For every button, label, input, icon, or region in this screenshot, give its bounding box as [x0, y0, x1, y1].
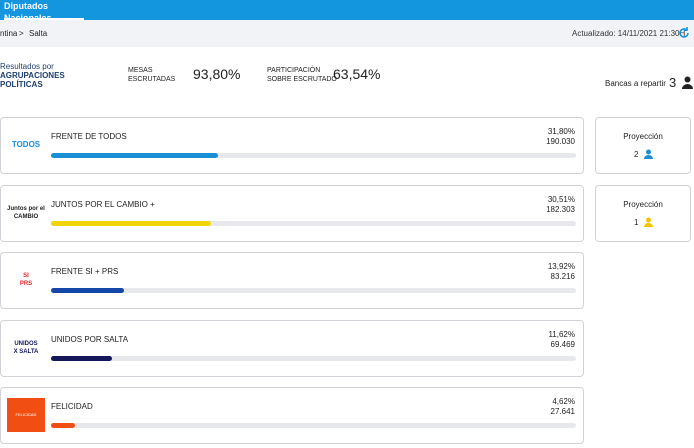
projection-seats: 2 — [634, 150, 639, 159]
breadcrumb-item[interactable]: ntina — [0, 29, 18, 38]
party-percent: 13,92% — [547, 262, 575, 271]
label-line: SOBRE ESCRUTADO — [267, 76, 337, 83]
summary-title-line: POLÍTICAS — [0, 80, 43, 89]
updated-time: Actualizado: 14/11/2021 21:30H — [572, 29, 686, 38]
summary-title-line: AGRUPACIONES — [0, 71, 65, 80]
party-logo: FELICIDAD — [7, 398, 45, 432]
projection-card: Proyección 2 — [595, 117, 691, 174]
party-card: Juntos por el CAMBIO JUNTOS POR EL CAMBIO … — [0, 184, 584, 242]
summary-title-line: Resultados por — [0, 62, 54, 71]
party-percent: 4,62% — [552, 397, 575, 406]
party-percent: 30,51% — [547, 194, 575, 204]
party-name: UNIDOS POR SALTA — [51, 334, 129, 344]
sub-bar: ntina > Salta Actualizado: 14/11/2021 21… — [0, 20, 694, 47]
logo-text: Juntos por el — [7, 205, 45, 212]
mesas-label: MESAS ESCRUTADAS — [128, 66, 175, 84]
logo-text: TODOS — [11, 140, 41, 149]
bar — [51, 423, 76, 428]
party-name: FRENTE SI + PRS — [51, 267, 119, 276]
bar-track — [51, 355, 576, 361]
top-bar: Diputados Nacionales — [0, 0, 694, 23]
party-card: SI PRS FRENTE SI + PRS 13,92% 83.216 — [0, 252, 584, 309]
seat-icon — [644, 149, 653, 159]
refresh-icon[interactable] — [677, 26, 691, 40]
party-card: FELICIDAD FELICIDAD 4,62% 27.641 — [0, 387, 584, 444]
participacion-value: 63,54% — [333, 66, 381, 82]
label-line: ESCRUTADAS — [128, 76, 176, 83]
projection-label: Proyección — [623, 132, 663, 141]
party-card: UNIDOS X SALTA UNIDOS POR SALTA 11,62% 69.46… — [0, 319, 584, 377]
mesas-value: 93,80% — [193, 66, 241, 82]
bar — [51, 153, 218, 158]
party-votes: 69.469 — [550, 339, 575, 349]
party-votes: 83.216 — [550, 272, 575, 281]
breadcrumb-item[interactable]: Salta — [29, 29, 48, 38]
bar-track — [51, 288, 576, 293]
bar-track — [51, 220, 576, 226]
logo-text: SI — [23, 273, 29, 279]
label-line: MESAS — [128, 67, 153, 74]
logo-text: CAMBIO — [13, 213, 39, 220]
party-percent: 31,80% — [547, 127, 575, 136]
summary-title: Resultados por AGRUPACIONES POLÍTICAS — [0, 62, 65, 89]
seat-icon — [644, 217, 653, 227]
bar-track — [51, 423, 576, 428]
participacion-label: PARTICIPACIÓN SOBRE ESCRUTADO — [267, 66, 337, 84]
party-logo: TODOS — [7, 128, 45, 162]
projection-label: Proyección — [623, 199, 663, 209]
bar — [51, 288, 125, 293]
bar — [51, 355, 112, 361]
party-percent: 11,62% — [548, 329, 575, 339]
party-votes: 27.641 — [550, 407, 575, 416]
bar-track — [51, 153, 576, 158]
party-votes: 182.303 — [546, 204, 575, 214]
party-card: TODOS FRENTE DE TODOS 31,80% 190.030 — [0, 117, 584, 174]
tab[interactable]: Diputados Nacionales — [4, 0, 84, 23]
projection-seats: 1 — [634, 217, 639, 227]
party-logo: SI PRS — [7, 263, 45, 297]
party-logo: UNIDOS X SALTA — [7, 331, 45, 365]
party-name: FELICIDAD — [51, 402, 93, 411]
bancas-label: Bancas a repartir — [605, 79, 666, 88]
logo-text: UNIDOS — [14, 340, 38, 347]
logo-text: FELICIDAD — [15, 412, 37, 417]
party-logo: Juntos por el CAMBIO — [7, 196, 45, 230]
logo-text: X SALTA — [13, 348, 39, 355]
projection-card: Proyección 1 — [595, 184, 691, 242]
label-line: PARTICIPACIÓN — [267, 67, 321, 74]
party-name: JUNTOS POR EL CAMBIO + — [51, 199, 155, 209]
bar — [51, 220, 212, 226]
bancas-value: 3 — [669, 75, 677, 90]
person-icon — [682, 76, 693, 89]
party-votes: 190.030 — [546, 137, 575, 146]
breadcrumb-separator: > — [19, 29, 24, 38]
logo-text: PRS — [19, 281, 33, 287]
party-name: FRENTE DE TODOS — [51, 132, 127, 141]
